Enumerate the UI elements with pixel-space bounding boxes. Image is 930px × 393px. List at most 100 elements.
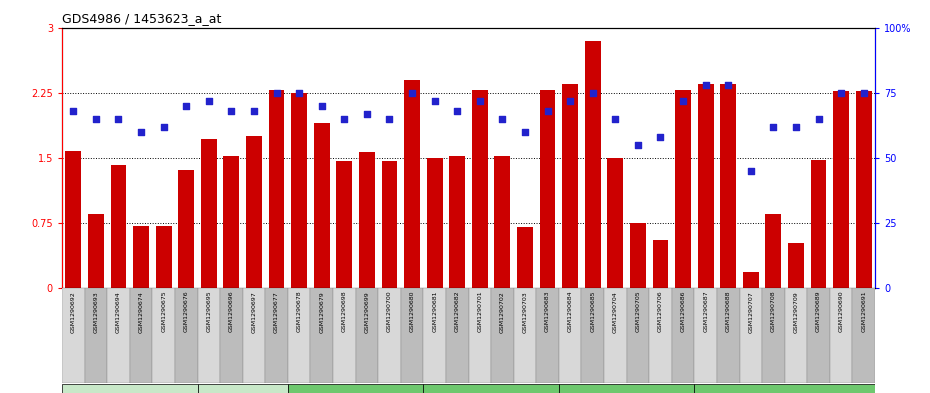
Text: GSM1290702: GSM1290702: [500, 291, 505, 332]
Text: GDS4986 / 1453623_a_at: GDS4986 / 1453623_a_at: [62, 13, 221, 26]
Text: GSM1290708: GSM1290708: [771, 291, 776, 332]
Bar: [581, 288, 604, 383]
Point: [675, 97, 690, 104]
Point: [495, 116, 510, 122]
Point: [134, 129, 149, 135]
Text: GSM1290690: GSM1290690: [839, 291, 844, 332]
Bar: [107, 288, 130, 383]
Bar: [197, 384, 287, 393]
Bar: [246, 136, 262, 288]
Text: GSM1290705: GSM1290705: [635, 291, 641, 332]
Point: [111, 116, 126, 122]
Point: [314, 103, 329, 109]
Text: GSM1290700: GSM1290700: [387, 291, 392, 332]
Point: [427, 97, 442, 104]
Text: GSM1290697: GSM1290697: [251, 291, 257, 332]
Bar: [88, 214, 104, 288]
Point: [653, 134, 668, 140]
Bar: [739, 288, 762, 383]
Text: GSM1290693: GSM1290693: [93, 291, 99, 332]
Bar: [355, 288, 379, 383]
Point: [269, 90, 284, 96]
Bar: [472, 90, 487, 288]
Text: GSM1290707: GSM1290707: [749, 291, 753, 332]
Bar: [65, 151, 81, 288]
Text: GSM1290686: GSM1290686: [681, 291, 685, 332]
Text: GSM1290692: GSM1290692: [71, 291, 75, 332]
Bar: [197, 288, 220, 383]
Point: [337, 116, 352, 122]
Bar: [811, 160, 827, 288]
Bar: [423, 384, 559, 393]
Text: GSM1290688: GSM1290688: [725, 291, 731, 332]
Bar: [291, 93, 307, 288]
Point: [405, 90, 419, 96]
Bar: [649, 288, 671, 383]
Bar: [671, 288, 695, 383]
Bar: [537, 288, 559, 383]
Bar: [111, 165, 126, 288]
Bar: [449, 156, 465, 288]
Point: [857, 90, 871, 96]
Bar: [287, 384, 423, 393]
Bar: [785, 288, 807, 383]
Bar: [698, 84, 713, 288]
Bar: [220, 288, 243, 383]
Bar: [695, 288, 717, 383]
Bar: [401, 288, 423, 383]
Text: GSM1290709: GSM1290709: [793, 291, 799, 332]
Text: GSM1290704: GSM1290704: [613, 291, 618, 332]
Bar: [695, 384, 875, 393]
Bar: [765, 214, 781, 288]
Bar: [563, 84, 578, 288]
Bar: [269, 90, 285, 288]
Text: GSM1290678: GSM1290678: [297, 291, 301, 332]
Text: GSM1290703: GSM1290703: [523, 291, 527, 332]
Bar: [539, 90, 555, 288]
Bar: [445, 288, 469, 383]
Bar: [513, 288, 537, 383]
Bar: [313, 123, 329, 288]
Bar: [337, 161, 352, 288]
Bar: [359, 152, 375, 288]
Text: GSM1290680: GSM1290680: [409, 291, 415, 332]
Text: GSM1290689: GSM1290689: [816, 291, 821, 332]
Bar: [675, 90, 691, 288]
Bar: [405, 80, 420, 288]
Bar: [153, 288, 175, 383]
Text: GSM1290683: GSM1290683: [545, 291, 550, 332]
Bar: [653, 241, 669, 288]
Text: GSM1290684: GSM1290684: [567, 291, 573, 332]
Bar: [627, 288, 649, 383]
Text: GSM1290679: GSM1290679: [319, 291, 325, 332]
Bar: [287, 288, 311, 383]
Point: [450, 108, 465, 114]
Point: [246, 108, 261, 114]
Bar: [381, 161, 397, 288]
Bar: [559, 384, 695, 393]
Bar: [179, 170, 194, 288]
Bar: [223, 156, 239, 288]
Bar: [423, 288, 445, 383]
Point: [202, 97, 217, 104]
Text: GSM1290701: GSM1290701: [477, 291, 483, 332]
Point: [585, 90, 600, 96]
Bar: [856, 91, 871, 288]
Point: [179, 103, 193, 109]
Point: [563, 97, 578, 104]
Point: [631, 142, 645, 148]
Bar: [155, 226, 171, 288]
Bar: [130, 288, 153, 383]
Bar: [743, 272, 759, 288]
Text: GSM1290682: GSM1290682: [455, 291, 459, 332]
Bar: [62, 384, 197, 393]
Bar: [62, 288, 85, 383]
Text: GSM1290675: GSM1290675: [161, 291, 166, 332]
Text: GSM1290696: GSM1290696: [229, 291, 233, 332]
Point: [833, 90, 848, 96]
Bar: [491, 288, 513, 383]
Bar: [85, 288, 107, 383]
Bar: [469, 288, 491, 383]
Text: GSM1290681: GSM1290681: [432, 291, 437, 332]
Bar: [762, 288, 785, 383]
